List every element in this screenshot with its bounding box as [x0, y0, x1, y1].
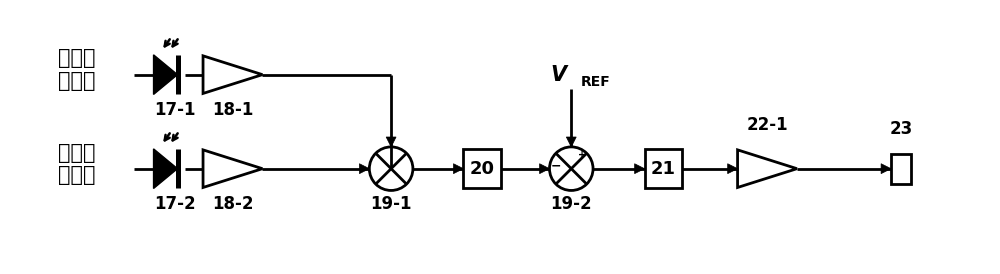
Text: 19-2: 19-2 [550, 195, 592, 213]
Text: 17-1: 17-1 [155, 101, 196, 119]
Text: REF: REF [581, 75, 611, 90]
Polygon shape [738, 150, 797, 187]
Text: 17-2: 17-2 [155, 195, 196, 213]
Polygon shape [154, 55, 178, 95]
Polygon shape [453, 164, 463, 174]
Text: 22-1: 22-1 [746, 116, 788, 134]
Bar [645, 149, 682, 189]
Text: 探测锁
频激光: 探测锁 频激光 [58, 142, 95, 185]
Polygon shape [635, 164, 645, 174]
Polygon shape [203, 56, 262, 93]
Polygon shape [728, 164, 738, 174]
Polygon shape [881, 164, 891, 174]
Bar [463, 149, 501, 189]
Polygon shape [203, 150, 262, 187]
Polygon shape [540, 164, 549, 174]
Polygon shape [566, 137, 576, 147]
Text: 20: 20 [470, 160, 495, 178]
Text: +: + [578, 150, 586, 160]
Text: 19-1: 19-1 [370, 195, 412, 213]
Polygon shape [359, 164, 369, 174]
Polygon shape [154, 149, 178, 189]
Text: 泵浦锁
频激光: 泵浦锁 频激光 [58, 48, 95, 91]
Text: 23: 23 [889, 120, 913, 138]
Text: 18-1: 18-1 [212, 101, 253, 119]
Text: V: V [550, 65, 566, 85]
Polygon shape [386, 137, 396, 147]
Text: 18-2: 18-2 [212, 195, 253, 213]
Bar [891, 154, 911, 184]
Text: 21: 21 [651, 160, 676, 178]
Text: −: − [550, 160, 561, 173]
